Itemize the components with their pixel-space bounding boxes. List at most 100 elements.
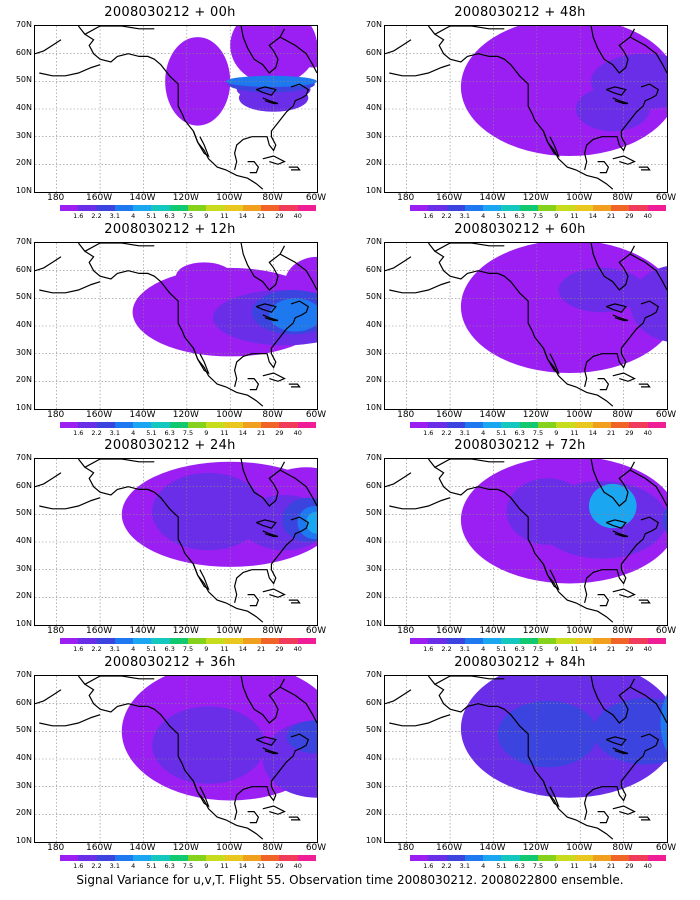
colorbar-label: 14 (588, 645, 597, 653)
coastline (262, 314, 279, 322)
coastline (288, 599, 301, 604)
colorbar-label: 6.3 (164, 212, 175, 220)
coastline (542, 563, 560, 591)
coastline (597, 378, 610, 391)
variance-contour (176, 262, 233, 291)
y-tick-label: 10N (15, 403, 32, 412)
colorbar-swatch (483, 205, 502, 211)
y-tick-label: 60N (15, 47, 32, 57)
coastline (279, 469, 317, 507)
y-tick-label: 70N (365, 453, 382, 462)
y-tick-label: 70N (15, 237, 32, 246)
colorbar-swatch (187, 855, 207, 861)
colorbar-swatch (519, 205, 538, 211)
coastline (84, 683, 264, 840)
y-tick-label: 70N (365, 670, 382, 679)
colorbar-label: 9 (554, 429, 559, 437)
coastline (35, 472, 62, 488)
coastline (606, 736, 627, 746)
colorbar-label: 2.2 (91, 645, 102, 653)
x-tick-label: 100W (566, 626, 593, 636)
colorbar-label: 4 (131, 429, 136, 437)
colorbar-swatch (501, 422, 520, 428)
coastline (542, 130, 560, 158)
coastline (247, 161, 260, 174)
coastline (389, 281, 451, 294)
x-tick-label: 80W (612, 843, 633, 853)
colorbar-label: 6.3 (514, 429, 525, 437)
colorbar-swatch (446, 205, 465, 211)
coastline (583, 83, 660, 171)
x-tick-label: 120W (522, 193, 549, 203)
colorbar-label: 40 (293, 645, 302, 653)
colorbar-label: 29 (275, 862, 284, 870)
map-panel: 2008030212 + 12h 70N 60N 50N 40N 30N 20N 10N 180… (0, 222, 340, 438)
map-panel: 2008030212 + 84h 70N 60N 50N 40N 30N 20N 10N 180… (350, 655, 690, 870)
coastline (629, 686, 667, 724)
colorbar-label: 7.5 (182, 645, 194, 653)
colorbar-swatch (261, 855, 280, 861)
x-tick-label: 100W (566, 843, 593, 853)
colorbar-swatch (537, 422, 557, 428)
colorbar-label: 7.5 (532, 645, 544, 653)
y-tick-label: 50N (15, 508, 32, 518)
colorbar-label: 9 (554, 212, 559, 220)
variance-map (35, 676, 317, 842)
coastline (39, 497, 101, 510)
colorbar (410, 638, 666, 644)
coastline (192, 347, 210, 375)
coastline (389, 64, 451, 77)
coastline (612, 530, 629, 538)
y-tick-label: 10N (365, 836, 382, 845)
colorbar-swatch (574, 205, 593, 211)
coastline (279, 253, 317, 291)
colorbar-labels: 1.6 2.2 3.1 4 5.1 6.3 7.5 9 11 14 21 29 40 (60, 429, 316, 438)
x-tick-label: 60W (655, 626, 677, 636)
coastline (77, 26, 155, 36)
x-tick-label: 180 (47, 193, 65, 203)
colorbar-label: 9 (554, 862, 559, 870)
colorbar-swatch (151, 638, 170, 644)
coastline (77, 676, 155, 686)
colorbar-swatch (464, 205, 484, 211)
colorbar-label: 11 (570, 429, 579, 437)
colorbar-label: 3.1 (109, 429, 121, 437)
colorbar-swatch (574, 638, 593, 644)
colorbar (60, 855, 316, 861)
y-tick-label: 10N (15, 619, 32, 628)
colorbar-swatch (114, 638, 134, 644)
coastline (542, 347, 560, 375)
colorbar-label: 21 (257, 429, 266, 437)
colorbar-swatch (410, 638, 429, 644)
coastline (247, 378, 260, 391)
x-tick-label: 60W (305, 626, 327, 636)
colorbar-swatch (96, 422, 115, 428)
colorbar-label: 4 (481, 212, 486, 220)
coastline (638, 383, 651, 388)
colorbar-swatch (224, 422, 243, 428)
coastline (288, 383, 301, 388)
colorbar-swatch (629, 638, 648, 644)
y-tick-label: 70N (15, 670, 32, 679)
colorbar-label: 3.1 (459, 645, 471, 653)
colorbar-swatch (483, 638, 502, 644)
colorbar-swatch (60, 638, 79, 644)
colorbar-swatch (169, 638, 188, 644)
colorbar-swatch (428, 638, 447, 644)
x-tick-label: 160W (436, 843, 463, 853)
y-tick-label: 50N (15, 75, 32, 85)
colorbar-label: 40 (643, 212, 652, 220)
coastline (542, 780, 560, 808)
colorbar-label: 21 (607, 645, 616, 653)
colorbar-swatch (519, 422, 538, 428)
x-tick-label: 140W (129, 626, 156, 636)
colorbar-swatch (261, 638, 280, 644)
colorbar-label: 29 (625, 212, 634, 220)
colorbar-label: 29 (625, 429, 634, 437)
colorbar-swatch (261, 205, 280, 211)
colorbar-swatch (464, 855, 484, 861)
colorbar-label: 40 (643, 862, 652, 870)
colorbar-label: 21 (257, 645, 266, 653)
x-tick-label: 180 (397, 410, 415, 420)
colorbar-swatch (629, 855, 648, 861)
